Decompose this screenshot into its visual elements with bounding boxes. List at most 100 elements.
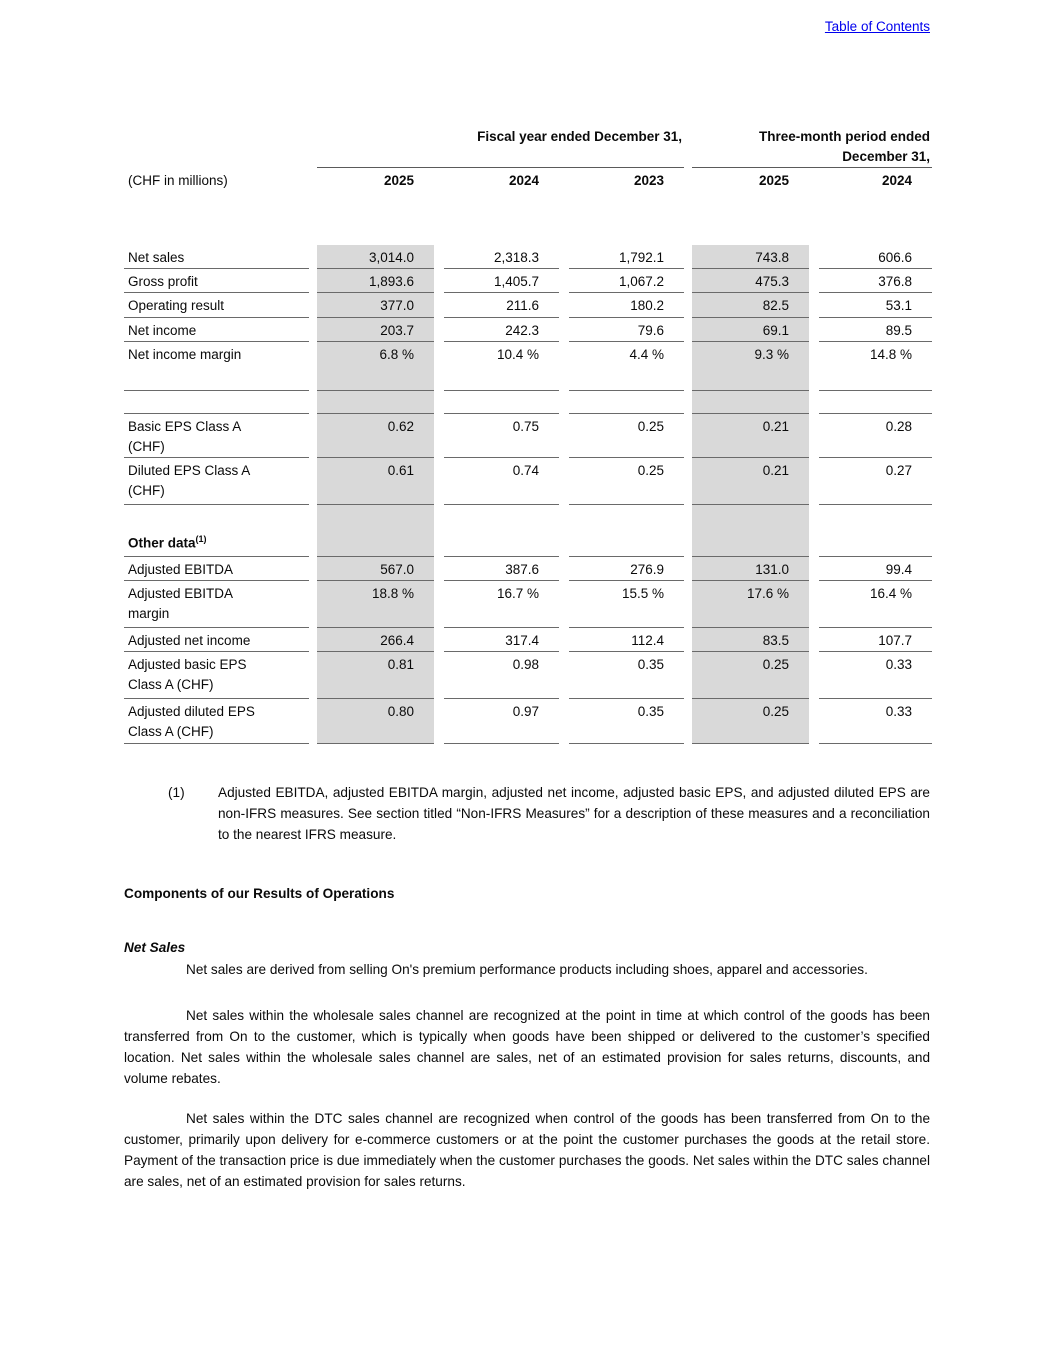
gap: [309, 342, 317, 391]
gap: [684, 293, 692, 318]
year-header: 2024: [508, 173, 539, 188]
gap: [684, 581, 692, 628]
year-header: 2025: [758, 173, 789, 188]
gap: [684, 652, 692, 699]
table-cell: 1,405.7: [444, 268, 559, 293]
table-cell: 4.4 %: [569, 341, 684, 391]
gap: [809, 318, 819, 342]
gap: [434, 557, 444, 581]
gap: [434, 581, 444, 628]
table-cell: 83.5: [692, 627, 809, 652]
empty-cell: [569, 504, 684, 557]
table-cell: 0.35: [569, 698, 684, 744]
gap: [434, 342, 444, 391]
gap: [684, 557, 692, 581]
table-row: Basic EPS Class A (CHF) 0.62 0.75 0.25 0…: [124, 413, 932, 458]
table-cell: 0.25: [569, 413, 684, 458]
gap: [809, 168, 819, 192]
table-cell: 387.6: [444, 556, 559, 581]
table-row: Adjusted EBITDA margin 18.8 % 16.7 % 15.…: [124, 580, 932, 628]
table-cell: 131.0: [692, 556, 809, 581]
gap: [434, 318, 444, 342]
empty-cell: [692, 390, 809, 414]
table-cell: 79.6: [569, 317, 684, 342]
gap: [684, 699, 692, 744]
table-cell: 1,792.1: [569, 244, 684, 269]
gap: [309, 458, 317, 505]
table-cell: 0.97: [444, 698, 559, 744]
gap: [309, 557, 317, 581]
row-label: Net income margin: [124, 341, 309, 391]
gap: [809, 505, 819, 557]
table-row: Operating result 377.0 211.6 180.2 82.5 …: [124, 292, 932, 318]
table-cell: 0.33: [819, 651, 932, 699]
gap: [309, 293, 317, 318]
financial-highlights-section: Fiscal year ended December 31, Three-mon…: [124, 0, 932, 744]
gap: [559, 293, 569, 318]
gap: [559, 557, 569, 581]
gap: [559, 168, 569, 192]
gap: [434, 414, 444, 458]
gap: [434, 628, 444, 652]
gap: [434, 699, 444, 744]
table-row: Adjusted diluted EPS Class A (CHF) 0.80 …: [124, 698, 932, 744]
table-cell: 0.21: [692, 413, 809, 458]
table-cell: 0.33: [819, 698, 932, 744]
table-cell: 107.7: [819, 627, 932, 652]
gap: [559, 652, 569, 699]
gap: [309, 127, 317, 168]
table-group-header-row: Fiscal year ended December 31, Three-mon…: [124, 127, 932, 168]
fiscal-year-group-header: Fiscal year ended December 31,: [317, 127, 684, 168]
gap: [434, 505, 444, 557]
gap: [309, 652, 317, 699]
section-heading-components: Components of our Results of Operations: [124, 886, 395, 901]
row-label: Net sales: [124, 244, 309, 269]
table-cell: 82.5: [692, 292, 809, 318]
table-cell: 89.5: [819, 317, 932, 342]
table-year-header-row: (CHF in millions) 2025 2024 2023 2025 20…: [124, 168, 932, 192]
row-label: Gross profit: [124, 268, 309, 293]
table-of-contents-link[interactable]: Table of Contents: [824, 19, 930, 34]
table-cell: 0.25: [692, 698, 809, 744]
table-cell: 203.7: [317, 317, 434, 342]
table-section-row: Other data(1): [124, 504, 932, 557]
footnote-text: Adjusted EBITDA, adjusted EBITDA margin,…: [218, 785, 930, 842]
table-row: Diluted EPS Class A (CHF) 0.61 0.74 0.25…: [124, 457, 932, 505]
table-row: Adjusted net income 266.4 317.4 112.4 83…: [124, 627, 932, 652]
empty-cell: [444, 504, 559, 557]
gap: [309, 391, 317, 414]
table-cell: 0.27: [819, 457, 932, 505]
table-cell: 0.25: [569, 457, 684, 505]
gap: [684, 414, 692, 458]
table-cell: 6.8 %: [317, 341, 434, 391]
gap: [559, 699, 569, 744]
row-label: Net income: [124, 317, 309, 342]
gap: [559, 414, 569, 458]
gap: [684, 168, 692, 192]
three-month-group-header: Three-month period ended December 31,: [692, 127, 932, 168]
gap: [559, 318, 569, 342]
table-cell: 266.4: [317, 627, 434, 652]
row-label-header: (CHF in millions): [128, 172, 228, 188]
empty-cell: [317, 390, 434, 414]
table-cell: 376.8: [819, 268, 932, 293]
page-content: Fiscal year ended December 31, Three-mon…: [124, 0, 932, 1192]
gap: [809, 391, 819, 414]
table-spacer-row: [124, 192, 932, 245]
gap: [684, 342, 692, 391]
table-cell: 0.28: [819, 413, 932, 458]
gap: [559, 391, 569, 414]
row-label: Basic EPS Class A (CHF): [124, 413, 309, 458]
table-cell: 0.98: [444, 651, 559, 699]
gap: [309, 505, 317, 557]
gap: [684, 391, 692, 414]
gap: [559, 458, 569, 505]
table-cell: 17.6 %: [692, 580, 809, 628]
table-cell: 0.62: [317, 413, 434, 458]
gap: [684, 505, 692, 557]
row-label: Adjusted net income: [124, 627, 309, 652]
gap: [434, 652, 444, 699]
table-cell: 377.0: [317, 292, 434, 318]
gap: [559, 628, 569, 652]
gap: [559, 245, 569, 269]
